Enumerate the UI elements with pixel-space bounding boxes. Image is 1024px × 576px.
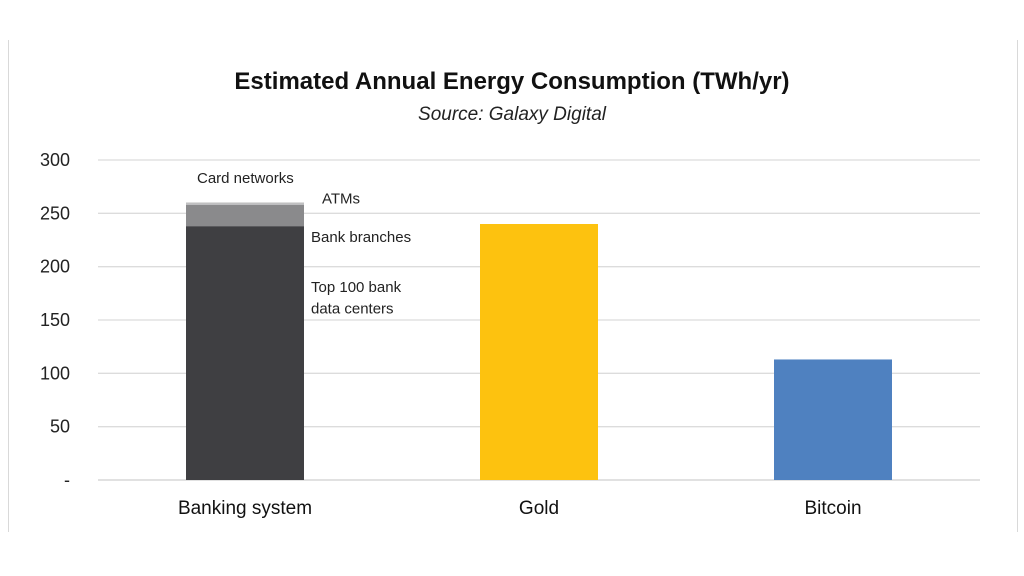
bar-bitcoin-top-100-bank-data-centers bbox=[774, 359, 892, 480]
bar-banking-system-bank-branches bbox=[186, 204, 304, 227]
y-tick-label: 250 bbox=[40, 203, 70, 223]
y-tick-label: 150 bbox=[40, 310, 70, 330]
bar-banking-system-card-networks bbox=[186, 202, 304, 204]
y-tick-label: 50 bbox=[50, 417, 70, 437]
x-tick-label: Banking system bbox=[178, 498, 312, 519]
chart-title: Estimated Annual Energy Consumption (TWh… bbox=[234, 68, 790, 95]
annotation-label: ATMs bbox=[322, 190, 360, 207]
annotation-label: data centers bbox=[311, 300, 394, 317]
bar-banking-system-top-100-bank-data-centers bbox=[186, 226, 304, 480]
x-tick-label: Gold bbox=[519, 498, 559, 519]
annotation-label: Card networks bbox=[197, 170, 294, 187]
y-tick-label: - bbox=[64, 470, 70, 490]
y-tick-label: 300 bbox=[40, 150, 70, 170]
chart-subtitle: Source: Galaxy Digital bbox=[418, 104, 606, 125]
x-tick-label: Bitcoin bbox=[804, 498, 861, 519]
annotation-label: Bank branches bbox=[311, 229, 411, 246]
annotation-label: Top 100 bank bbox=[311, 279, 402, 296]
y-tick-label: 200 bbox=[40, 257, 70, 277]
bar-banking-system-atms bbox=[186, 202, 304, 205]
y-tick-label: 100 bbox=[40, 363, 70, 383]
bar-gold-top-100-bank-data-centers bbox=[480, 224, 598, 480]
